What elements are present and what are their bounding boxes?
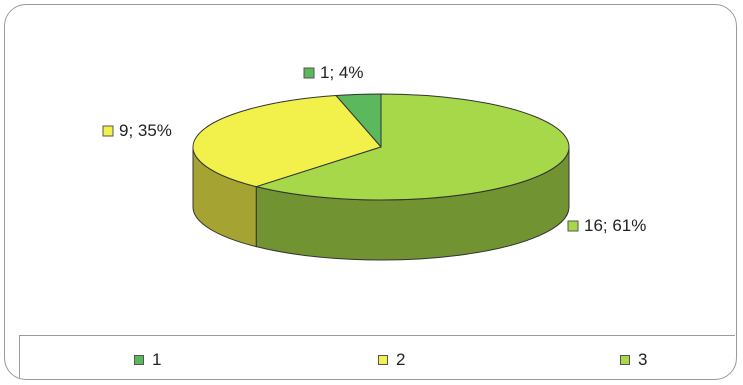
pie-sides bbox=[192, 146, 570, 261]
pie-slice-2 bbox=[192, 95, 382, 188]
legend-label-1: 1 bbox=[152, 350, 162, 369]
legend-item-2: 2 bbox=[378, 350, 405, 370]
legend-item-1: 1 bbox=[134, 350, 161, 370]
chart-frame: 1; 4% 9; 35% 16; 61% 1 2 3 bbox=[4, 4, 737, 380]
legend-label-3: 3 bbox=[638, 350, 648, 369]
data-label-2: 9; 35% bbox=[119, 121, 172, 140]
data-label-swatch-1 bbox=[303, 67, 315, 79]
data-label-3: 16; 61% bbox=[584, 216, 646, 235]
legend: 1 2 3 bbox=[19, 335, 735, 379]
legend-swatch-1 bbox=[134, 355, 144, 365]
legend-swatch-2 bbox=[378, 355, 388, 365]
legend-swatch-3 bbox=[620, 355, 630, 365]
data-label-swatch-3 bbox=[567, 220, 579, 232]
data-label-swatch-2 bbox=[102, 125, 114, 137]
pie-slice-3 bbox=[254, 93, 570, 201]
pie-chart: 1; 4% 9; 35% 16; 61% bbox=[102, 63, 646, 261]
data-label-1: 1; 4% bbox=[320, 63, 363, 82]
pie-tops bbox=[192, 93, 570, 201]
legend-item-3: 3 bbox=[620, 350, 647, 370]
pie-data-labels: 1; 4% 9; 35% 16; 61% bbox=[102, 63, 646, 235]
legend-label-2: 2 bbox=[396, 350, 406, 369]
